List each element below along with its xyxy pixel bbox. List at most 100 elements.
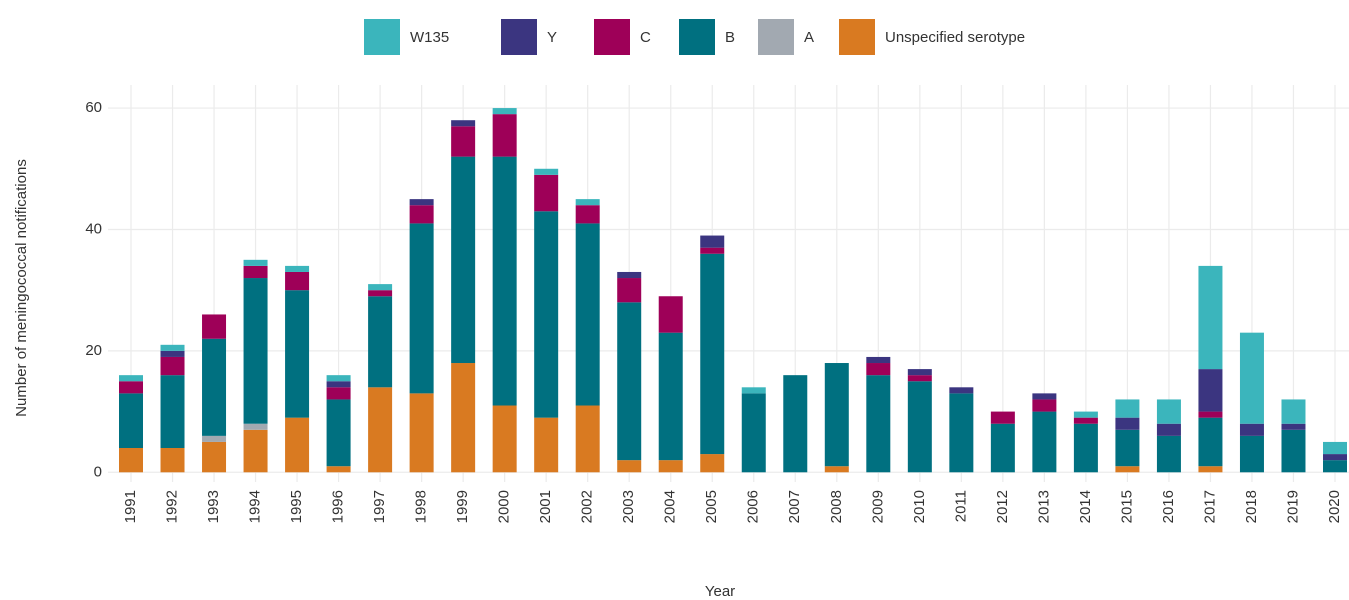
x-tick-label: 2001 [537, 490, 554, 523]
y-axis-title: Number of meningococcal notifications [13, 159, 30, 417]
bar-segment [368, 296, 393, 388]
bar-segment [1323, 454, 1347, 461]
bar-segment [285, 290, 310, 418]
x-tick-label: 2006 [745, 490, 762, 523]
x-tick-label: 2005 [703, 490, 720, 523]
y-tick-label: 40 [85, 220, 102, 237]
x-tick-label: 1997 [371, 490, 388, 523]
bar-segment [1073, 411, 1098, 418]
bar-segment [451, 120, 476, 127]
bar-segment [160, 350, 185, 357]
bar-segment [202, 338, 227, 436]
bar-segment [368, 387, 393, 473]
bar-segment [160, 375, 185, 449]
bar-segment [617, 271, 642, 279]
bar-segment [866, 356, 891, 364]
bar-segment [243, 278, 268, 424]
bar-segment [824, 466, 849, 473]
bar-segment [1281, 429, 1306, 473]
legend-swatch [594, 19, 630, 55]
bar-segment [1073, 417, 1098, 424]
x-tick-label: 1999 [454, 490, 471, 523]
bar-segment [119, 375, 143, 382]
bar-segment [1198, 369, 1223, 412]
legend-swatch [679, 19, 715, 55]
bar-segment [1239, 423, 1264, 436]
bar-segment [1198, 466, 1223, 473]
bar-segment [1032, 399, 1057, 412]
bar-segment [1115, 466, 1140, 473]
x-tick-label: 1995 [288, 490, 305, 523]
bar-segment [1032, 393, 1057, 400]
x-tick-label: 1991 [122, 490, 139, 523]
bar-segment [617, 302, 642, 461]
bar-segment [1115, 429, 1140, 467]
x-tick-label: 2019 [1284, 490, 1301, 523]
x-tick-label: 2015 [1118, 490, 1135, 523]
x-tick-label: 2007 [786, 490, 803, 523]
x-tick-label: 2012 [994, 490, 1011, 523]
legend-label: A [804, 29, 814, 46]
bar-segment [575, 205, 600, 224]
bar-segment [160, 344, 185, 351]
x-tick-label: 2004 [662, 490, 679, 523]
legend-label: C [640, 29, 651, 46]
bar-segment [990, 411, 1015, 424]
x-tick-label: 2003 [620, 490, 637, 523]
x-axis-title: Year [705, 583, 735, 600]
bar-segment [575, 223, 600, 406]
x-tick-label: 2017 [1201, 490, 1218, 523]
bar-segment [285, 417, 310, 473]
bar-segment [243, 265, 268, 279]
bar-segment [119, 381, 143, 394]
bar-segment [451, 363, 476, 473]
legend-label: Y [547, 29, 557, 46]
bar-segment [866, 375, 891, 473]
bar-segment [617, 460, 642, 473]
bar-segment [492, 114, 517, 157]
legend-swatch [839, 19, 875, 55]
legend-swatch [364, 19, 400, 55]
bar-segment [700, 253, 725, 455]
bar-segment [1239, 332, 1264, 424]
x-tick-label: 2011 [952, 490, 969, 522]
y-tick-label: 0 [94, 463, 102, 480]
legend-label: B [725, 29, 735, 46]
bar-segment [658, 332, 683, 461]
bar-segment [451, 156, 476, 364]
bar-segment [866, 363, 891, 376]
bar-segment [1323, 460, 1347, 473]
legend-label: Unspecified serotype [885, 29, 1025, 46]
x-tick-label: 1992 [163, 490, 180, 523]
bar-segment [202, 435, 227, 442]
bar-segment [160, 356, 185, 376]
bar-segment [243, 429, 268, 473]
bar-segment [409, 223, 434, 394]
bar-segment [326, 375, 351, 382]
bar-segment [949, 393, 974, 473]
x-tick-label: 2008 [828, 490, 845, 523]
bar-segment [160, 448, 185, 473]
bar-segment [326, 399, 351, 467]
bar-segment [409, 199, 434, 206]
x-tick-label: 1994 [247, 490, 264, 523]
x-tick-label: 2009 [869, 490, 886, 523]
x-tick-label: 2010 [911, 490, 928, 523]
x-tick-label: 1993 [205, 490, 222, 523]
bar-segment [1281, 399, 1306, 424]
bar-segment [700, 247, 725, 254]
bar-segment [534, 174, 559, 212]
x-tick-label: 1998 [413, 490, 430, 523]
bar-segment [119, 448, 143, 473]
bar-segment [409, 205, 434, 224]
bar-segment [285, 265, 310, 272]
bar-segment [492, 405, 517, 473]
x-tick-label: 2014 [1077, 490, 1094, 523]
y-tick-label: 20 [85, 342, 102, 359]
bar-segment [700, 235, 725, 248]
x-tick-label: 2020 [1326, 490, 1343, 523]
bar-segment [1032, 411, 1057, 473]
bar-segment [658, 460, 683, 473]
y-tick-label: 60 [85, 99, 102, 116]
bar-segment [990, 423, 1015, 473]
